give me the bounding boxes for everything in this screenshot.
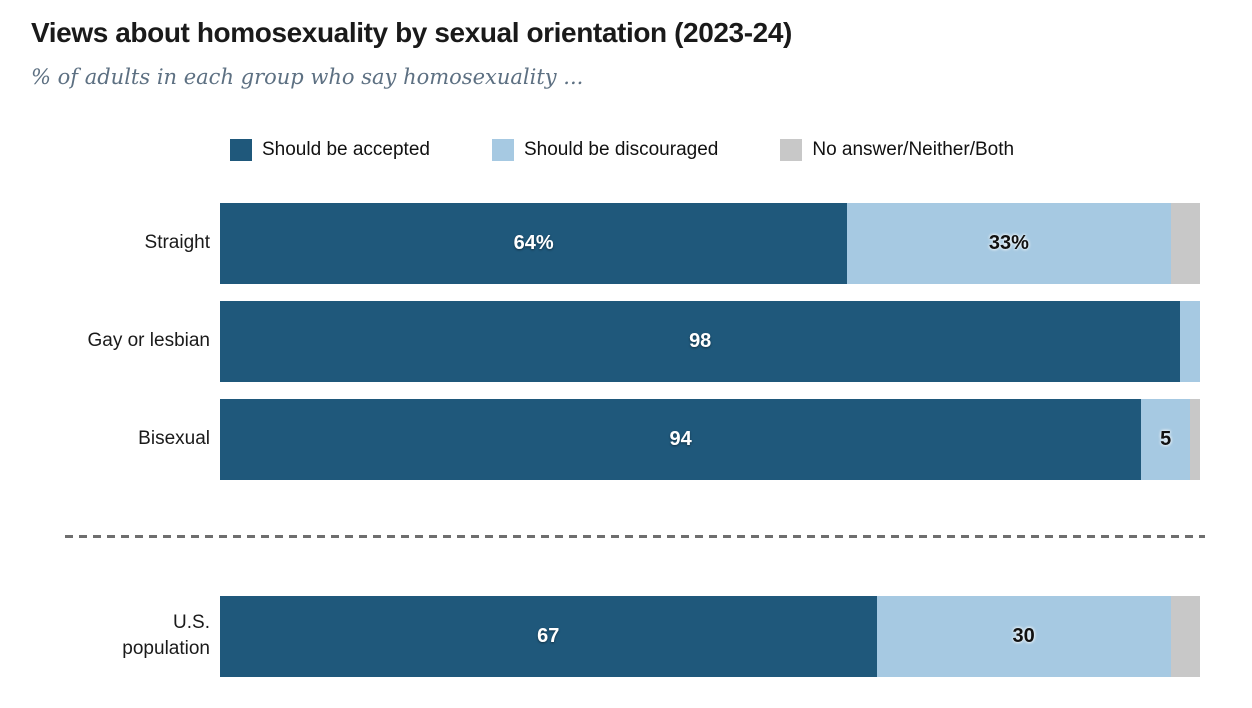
- segment-value-label: 33%: [988, 231, 1029, 254]
- row-label: Bisexual: [138, 428, 210, 450]
- bar-segment-no-answer: [1190, 398, 1200, 480]
- bar-row: Gay or lesbian 98: [31, 300, 1252, 382]
- segment-value-label: 98: [689, 329, 712, 352]
- segment-value-label: 5: [1160, 427, 1172, 450]
- bar-segment-accepted: 67: [220, 595, 877, 677]
- legend-swatch-discouraged: [491, 138, 514, 161]
- bar-segment-discouraged: 30: [876, 595, 1171, 677]
- legend-item-no-answer: No answer/Neither/Both: [780, 138, 1015, 161]
- bar-segment-discouraged: 33%: [847, 202, 1171, 284]
- legend-label: Should be accepted: [262, 138, 430, 160]
- bar-track: 98: [220, 300, 1200, 382]
- page-title: Views about homosexuality by sexual orie…: [31, 17, 792, 48]
- page-subtitle: % of adults in each group who say homose…: [31, 64, 584, 89]
- bar-track: 64% 33%: [220, 202, 1200, 284]
- legend-label: No answer/Neither/Both: [812, 138, 1015, 160]
- segment-value-label: 67: [537, 624, 560, 647]
- row-label: Straight: [144, 232, 210, 254]
- segment-value-label: 30: [1012, 624, 1035, 647]
- bar-track: 67 30: [220, 595, 1200, 677]
- legend-label: Should be discouraged: [523, 138, 719, 160]
- bar-segment-accepted: 64%: [220, 202, 848, 284]
- bar-segment-no-answer: [1170, 595, 1200, 677]
- bar-segment-discouraged: [1180, 300, 1200, 382]
- legend: Should be accepted Should be discouraged N…: [230, 138, 1252, 161]
- segment-value-label: 94: [669, 427, 692, 450]
- bar-track: 94 5: [220, 398, 1200, 480]
- row-label: U.S. population: [122, 612, 210, 660]
- bar-row: Straight 64% 33%: [31, 202, 1252, 284]
- segment-value-label: 64%: [513, 231, 554, 254]
- legend-item-accepted: Should be accepted: [230, 138, 430, 161]
- row-label: Gay or lesbian: [87, 330, 210, 352]
- legend-swatch-no-answer: [780, 138, 803, 161]
- bar-row: U.S. population 67 30: [31, 595, 1252, 677]
- bar-segment-discouraged: 5: [1141, 398, 1191, 480]
- bar-segment-accepted: 94: [220, 398, 1142, 480]
- bar-row: Bisexual 94 5: [31, 398, 1252, 480]
- section-divider: [65, 534, 1205, 538]
- bar-segment-no-answer: [1170, 202, 1200, 284]
- legend-item-discouraged: Should be discouraged: [491, 138, 719, 161]
- bar-segment-accepted: 98: [220, 300, 1181, 382]
- chart-rows: Straight 64% 33% Gay or lesbian 98 Bisexual 94…: [31, 202, 1252, 677]
- legend-swatch-accepted: [230, 138, 252, 161]
